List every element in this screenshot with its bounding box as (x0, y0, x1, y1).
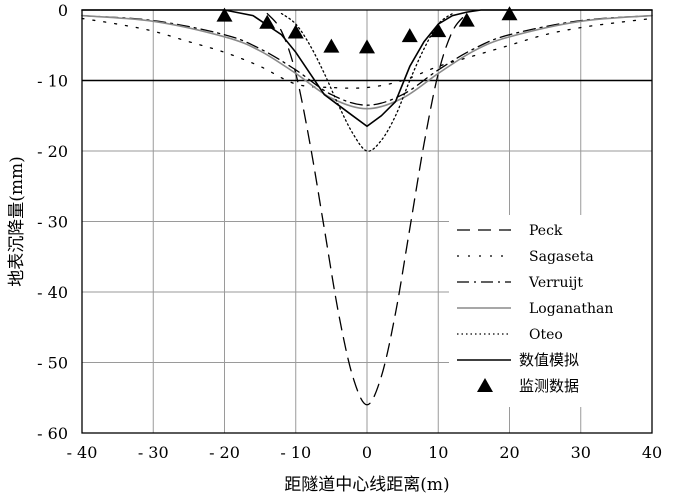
monitoring-point-0 (216, 7, 233, 22)
legend-label-5: 数值模拟 (519, 351, 579, 369)
x-tick-label: 40 (642, 443, 662, 462)
x-tick-label: - 40 (67, 443, 98, 462)
x-tick-label: 0 (362, 443, 372, 462)
series-line-2 (81, 14, 653, 106)
y-tick-label: - 60 (37, 424, 68, 443)
monitoring-point-5 (401, 28, 418, 43)
plot-frame (81, 9, 653, 434)
monitoring-point-2 (287, 24, 304, 39)
legend-background (449, 215, 652, 407)
series-line-5 (81, 9, 653, 128)
x-tick-label: 30 (571, 443, 591, 462)
series-line-4 (280, 12, 454, 152)
series-line-1 (81, 17, 653, 89)
y-tick-label: - 50 (37, 354, 68, 373)
monitoring-point-1 (259, 14, 276, 29)
monitoring-point-6 (430, 23, 447, 38)
series-line-0 (266, 12, 468, 406)
x-tick-label: - 30 (138, 443, 169, 462)
y-tick-label: - 10 (37, 72, 68, 91)
y-tick-label: - 40 (37, 283, 68, 302)
series-layer (81, 9, 653, 406)
legend-label-3: Loganathan (529, 301, 613, 317)
legend-label-6: 监测数据 (519, 377, 579, 395)
y-tick-label: - 30 (37, 213, 68, 232)
legend-label-0: Peck (529, 223, 563, 239)
series-line-3 (81, 14, 653, 110)
legend: Peck Sagaseta Verruijt Loganathan Oteo 数值模拟监测… (449, 215, 652, 407)
monitoring-point-3 (323, 38, 340, 53)
axis-labels-layer: - 40 - 30 - 20 - 10 0 10 20 30 40 0 - 10 - 20 - 30 - … (37, 1, 662, 462)
x-tick-label: - 20 (209, 443, 240, 462)
legend-label-1: Sagaseta (529, 249, 594, 265)
x-tick-label: 10 (428, 443, 448, 462)
y-tick-label: 0 (58, 1, 68, 20)
y-tick-label: - 20 (37, 142, 68, 161)
x-axis-title: 距隧道中心线距离(m) (284, 475, 449, 495)
monitoring-point-7 (458, 12, 475, 27)
monitoring-point-8 (501, 6, 518, 21)
y-axis-title: 地表沉降量(mm) (7, 156, 27, 287)
monitoring-points-layer (216, 6, 518, 54)
monitoring-point-4 (359, 39, 375, 54)
x-tick-label: 20 (499, 443, 519, 462)
legend-label-4: Oteo (529, 327, 563, 343)
x-tick-label: - 10 (280, 443, 311, 462)
legend-label-2: Verruijt (528, 275, 583, 291)
legend-marker-monitoring (477, 378, 493, 392)
